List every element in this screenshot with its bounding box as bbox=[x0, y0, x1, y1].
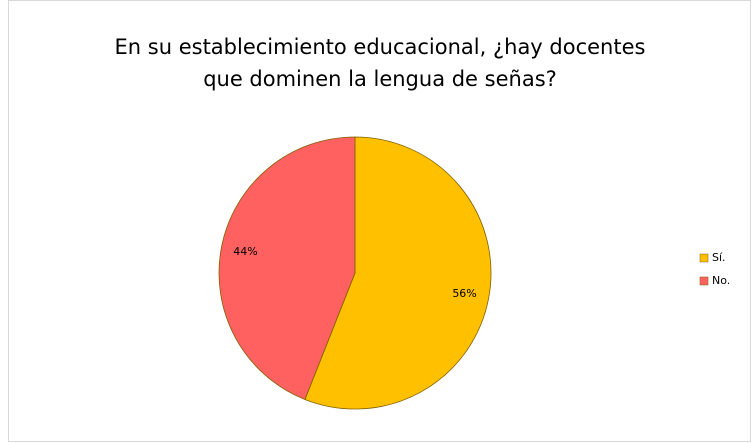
chart-title: que dominen la lengua de señas? bbox=[203, 67, 557, 91]
chart-title: En su establecimiento educacional, ¿hay … bbox=[115, 35, 646, 59]
legend-swatch bbox=[699, 276, 709, 286]
data-label: 44% bbox=[233, 245, 257, 258]
pie-slice bbox=[218, 136, 356, 400]
data-label: 56% bbox=[452, 287, 476, 300]
legend-swatch bbox=[699, 253, 709, 263]
legend-label: No. bbox=[712, 274, 730, 287]
pie-slice bbox=[304, 136, 492, 410]
legend-label: Sí. bbox=[712, 251, 726, 264]
